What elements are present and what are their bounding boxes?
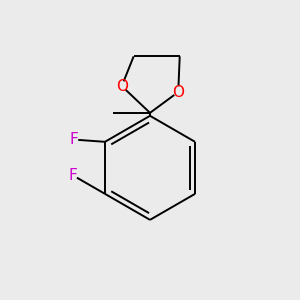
Text: O: O — [172, 85, 184, 100]
Text: O: O — [116, 79, 128, 94]
Text: F: F — [68, 168, 77, 183]
Text: F: F — [70, 132, 79, 147]
